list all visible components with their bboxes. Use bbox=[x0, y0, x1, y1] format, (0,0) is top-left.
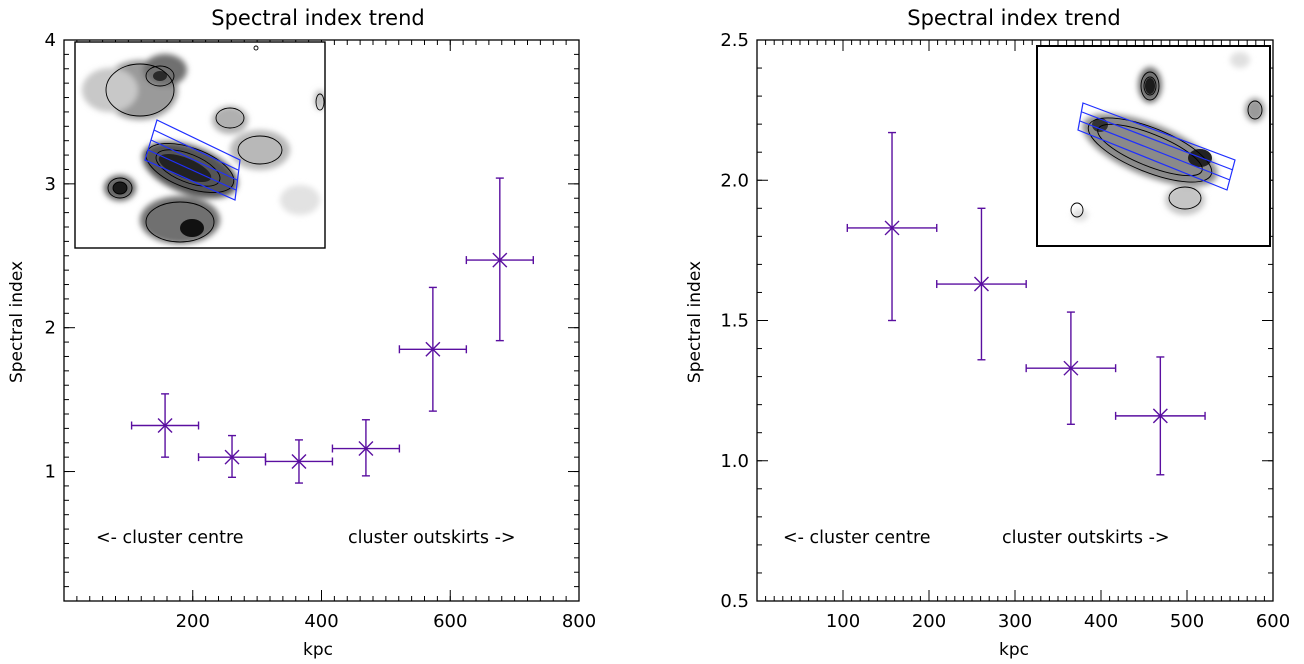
right-y-axis-label: Spectral index bbox=[685, 261, 705, 383]
right-data-point bbox=[1025, 311, 1117, 425]
left-data-point bbox=[398, 286, 468, 412]
left-x-axis-label: kpc bbox=[303, 640, 333, 660]
right-point-marker bbox=[1152, 408, 1168, 424]
right-data-points bbox=[846, 131, 1206, 476]
left-data-point bbox=[465, 177, 534, 342]
left-point-marker bbox=[425, 341, 441, 357]
left-inset-image bbox=[74, 41, 326, 249]
left-y-tick-label: 4 bbox=[45, 30, 56, 51]
right-x-axis-label: kpc bbox=[999, 640, 1029, 660]
right-point-marker bbox=[884, 220, 900, 236]
right-y-tick-label: 2.5 bbox=[720, 30, 749, 51]
right-data-point bbox=[1114, 356, 1206, 476]
left-axis-ticks: 200 400 600 800 1 2 3 4 bbox=[45, 30, 597, 632]
left-data-points bbox=[130, 177, 534, 484]
left-point-marker bbox=[358, 441, 374, 457]
left-y-tick-label: 1 bbox=[45, 462, 56, 483]
right-axis-ticks: 100 200 300 400 500 600 0.5 1.0 1.5 2.0 2.5 bbox=[720, 30, 1290, 632]
right-x-tick-label: 600 bbox=[1256, 611, 1290, 632]
right-y-tick-label: 1.0 bbox=[720, 451, 749, 472]
right-y-tick-label: 0.5 bbox=[720, 591, 749, 612]
left-data-point bbox=[197, 434, 267, 478]
right-y-tick-label: 1.5 bbox=[720, 311, 749, 332]
right-x-tick-label: 100 bbox=[826, 611, 860, 632]
right-x-tick-label: 400 bbox=[1084, 611, 1118, 632]
right-point-marker bbox=[1063, 360, 1079, 376]
left-y-tick-label: 3 bbox=[45, 174, 56, 195]
right-point-marker bbox=[973, 276, 989, 292]
right-x-tick-label: 300 bbox=[998, 611, 1032, 632]
left-panel: Spectral index trend kpc Spectral index … bbox=[7, 6, 596, 660]
left-annotation-outskirts: cluster outskirts -> bbox=[348, 528, 516, 548]
right-panel: Spectral index trend kpc Spectral index … bbox=[685, 6, 1290, 660]
right-x-tick-label: 200 bbox=[912, 611, 946, 632]
right-y-tick-label: 2.0 bbox=[720, 170, 749, 191]
right-data-point bbox=[936, 207, 1027, 361]
left-y-tick-label: 2 bbox=[45, 318, 56, 339]
left-annotation-centre: <- cluster centre bbox=[96, 528, 244, 548]
left-data-point bbox=[264, 439, 334, 484]
left-data-point bbox=[130, 393, 200, 458]
left-chart-title: Spectral index trend bbox=[211, 6, 424, 30]
right-x-tick-label: 500 bbox=[1170, 611, 1204, 632]
left-x-tick-label: 600 bbox=[433, 611, 467, 632]
right-annotation-outskirts: cluster outskirts -> bbox=[1002, 528, 1170, 548]
right-plot-frame bbox=[756, 39, 1274, 602]
left-point-marker bbox=[157, 418, 173, 434]
left-y-axis-label: Spectral index bbox=[7, 261, 27, 383]
right-inset-image bbox=[1036, 45, 1271, 247]
left-data-point bbox=[331, 419, 401, 477]
right-annotation-centre: <- cluster centre bbox=[783, 528, 931, 548]
left-point-marker bbox=[224, 449, 240, 465]
right-chart-title: Spectral index trend bbox=[907, 6, 1120, 30]
left-plot-frame bbox=[63, 39, 580, 602]
left-point-marker bbox=[492, 252, 508, 268]
right-data-point bbox=[846, 131, 938, 322]
left-point-marker bbox=[291, 453, 307, 469]
left-x-tick-label: 400 bbox=[304, 611, 338, 632]
left-x-tick-label: 200 bbox=[176, 611, 210, 632]
left-x-tick-label: 800 bbox=[562, 611, 596, 632]
